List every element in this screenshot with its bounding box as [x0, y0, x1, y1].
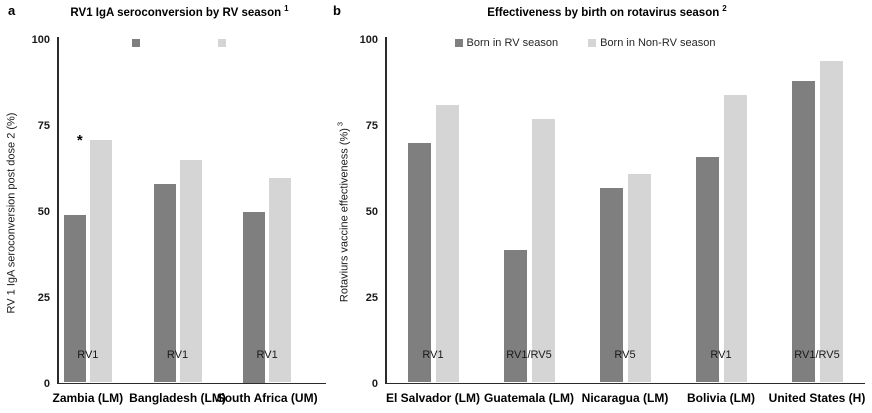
bar-s1-c1 [531, 119, 555, 383]
y-tick-label: 75 [365, 120, 378, 132]
category-label: Nicaragua (LM) [581, 391, 669, 405]
title-superscript: 1 [284, 4, 289, 13]
category-label: United States (H) [768, 391, 866, 405]
x-axis-line [57, 382, 326, 384]
bar-s0-c4 [791, 81, 815, 383]
legend-b: Born in RV season Born in Non-RV season [345, 36, 825, 50]
y-tick-label: 50 [365, 206, 378, 218]
category-label: South Africa (UM) [216, 391, 318, 405]
bar-s0-c2 [243, 212, 266, 383]
plot-area-a: 100 75 50 25 0 RV1 Zambia (LM) RV1 Bangladesh (L… [0, 0, 330, 413]
y-tick-label: 75 [37, 120, 50, 132]
y-axis-line [57, 37, 59, 384]
bar-s0-c3 [695, 156, 719, 383]
legend-entry-non-rv-season [217, 39, 226, 47]
bar-s1-c3 [723, 95, 747, 383]
legend-entry-non-rv-season: Born in Non-RV season [588, 37, 715, 49]
legend-a [44, 36, 313, 50]
significance-asterisk: * [76, 131, 83, 149]
bar-group-label: RV1 [422, 349, 444, 361]
y-tick-label: 25 [37, 292, 50, 304]
bar-group-label: RV1 [256, 349, 278, 361]
y-tick-label: 25 [365, 292, 378, 304]
bar-s0-c0 [407, 143, 431, 383]
category-label: El Salvador (LM) [385, 391, 480, 405]
bar-group-label: RV1/RV5 [794, 349, 840, 361]
panel-label-a: a [8, 3, 16, 18]
panel-a: a RV1 IgA seroconversion by RV season 1 R… [0, 0, 330, 413]
y-tick-label: 50 [37, 206, 50, 218]
legend-entry-rv-season: Born in RV season [454, 37, 559, 49]
legend-swatch-icon [131, 39, 140, 47]
bar-s1-c0 [435, 105, 459, 383]
y-tick-label: 100 [359, 34, 378, 46]
y-tick-label: 0 [43, 378, 50, 390]
bar-s1-c2 [627, 174, 651, 383]
plot-area-b: 100 75 50 25 0 RV1 El Salvador (LM) RV1/RV5 Guat… [330, 0, 872, 413]
bar-s0-c0 [63, 215, 86, 383]
bar-group-label: RV5 [614, 349, 636, 361]
y-tick-label: 100 [31, 34, 50, 46]
legend-swatch-icon [217, 39, 226, 47]
bar-s1-c1 [179, 160, 202, 383]
bar-s1-c4 [819, 60, 843, 383]
category-label: Guatemala (LM) [483, 391, 574, 405]
bar-s0-c1 [503, 249, 527, 383]
legend-swatch-icon [588, 39, 597, 47]
legend-label: Born in RV season [466, 37, 559, 49]
panel-label-b: b [333, 3, 341, 18]
chart-title-text: Effectiveness by birth on rotavirus seas… [487, 6, 720, 19]
category-label: Zambia (LM) [52, 391, 124, 405]
bar-group-label: RV1 [710, 349, 732, 361]
legend-swatch-icon [454, 39, 463, 47]
chart-title-a: RV1 IgA seroconversion by RV season 1 [45, 4, 314, 19]
title-superscript: 2 [722, 4, 727, 13]
y-axis-line [385, 37, 387, 384]
bar-s0-c2 [599, 187, 623, 383]
bar-s1-c0 [89, 139, 112, 383]
chart-title-text: RV1 IgA seroconversion by RV season [70, 6, 282, 19]
chart-title-b: Effectiveness by birth on rotavirus seas… [367, 4, 847, 19]
bar-group-label: RV1 [166, 349, 189, 361]
bar-s0-c1 [153, 184, 176, 383]
bar-group-label: RV1/RV5 [506, 349, 552, 361]
category-label: Bolivia (LM) [687, 391, 755, 405]
category-label: Bangladesh (LM) [129, 391, 226, 405]
bar-s1-c2 [269, 177, 292, 383]
x-axis-line [385, 382, 865, 384]
y-tick-label: 0 [371, 378, 378, 390]
legend-label: Born in Non-RV season [600, 37, 716, 49]
legend-entry-rv-season [131, 39, 140, 47]
panel-b: b Effectiveness by birth on rotavirus se… [330, 0, 872, 413]
bar-group-label: RV1 [77, 349, 99, 361]
